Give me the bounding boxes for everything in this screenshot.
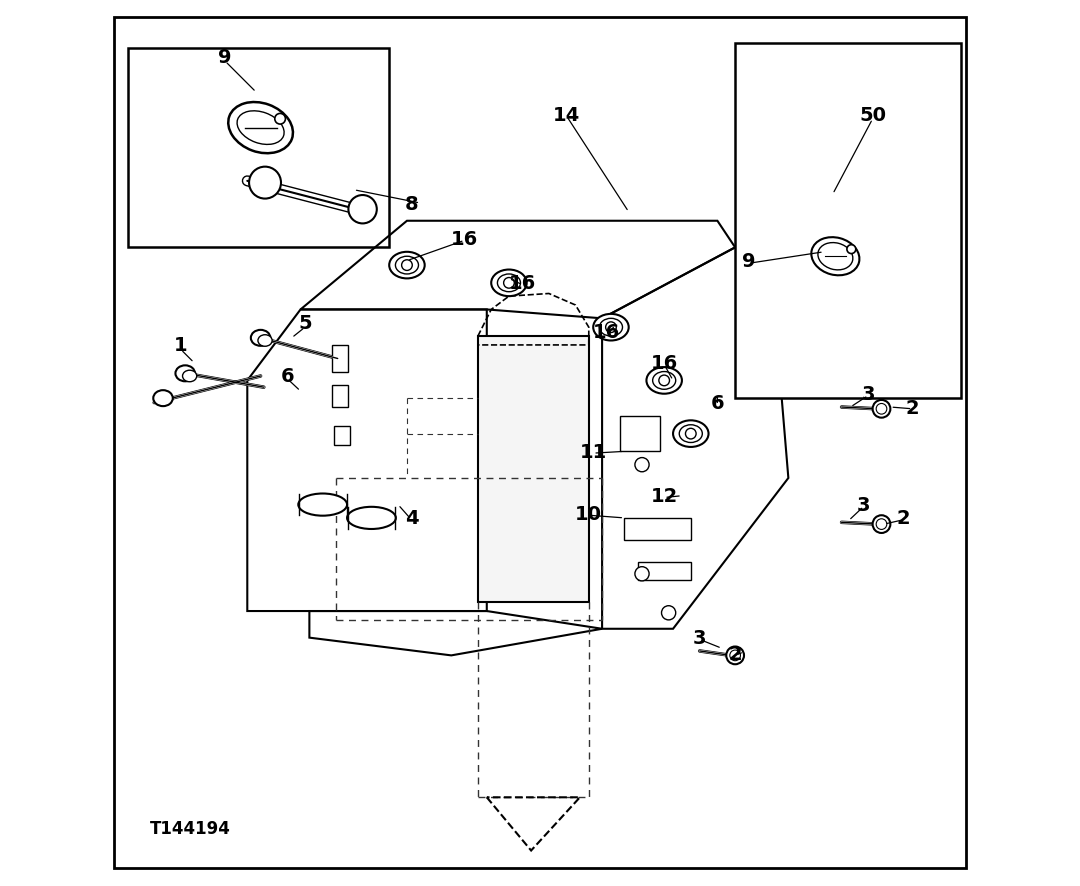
Bar <box>637 563 691 580</box>
Circle shape <box>873 516 890 533</box>
Ellipse shape <box>153 391 173 407</box>
Bar <box>735 44 961 399</box>
Bar <box>332 385 348 408</box>
Circle shape <box>606 323 617 333</box>
Text: 8: 8 <box>405 194 418 214</box>
Ellipse shape <box>175 366 195 382</box>
Text: 2: 2 <box>906 398 919 417</box>
Ellipse shape <box>647 368 681 394</box>
Circle shape <box>503 278 514 289</box>
Text: 2: 2 <box>728 644 742 664</box>
Bar <box>620 416 660 452</box>
Text: 10: 10 <box>576 504 603 524</box>
Text: 16: 16 <box>593 323 620 342</box>
Ellipse shape <box>389 253 424 279</box>
Text: 1: 1 <box>174 336 188 355</box>
Bar <box>624 518 691 540</box>
Text: 16: 16 <box>451 229 478 249</box>
Circle shape <box>249 167 281 199</box>
Ellipse shape <box>228 103 293 154</box>
Circle shape <box>635 458 649 472</box>
Circle shape <box>402 260 413 271</box>
Text: 50: 50 <box>859 105 886 125</box>
Circle shape <box>686 429 697 439</box>
Circle shape <box>876 404 887 415</box>
Ellipse shape <box>258 336 272 347</box>
Ellipse shape <box>498 275 521 292</box>
Bar <box>127 49 389 248</box>
Circle shape <box>876 519 887 530</box>
Ellipse shape <box>395 257 418 275</box>
Text: 11: 11 <box>580 442 607 462</box>
Text: 3: 3 <box>858 495 870 515</box>
Circle shape <box>349 196 377 224</box>
Circle shape <box>274 114 285 125</box>
Circle shape <box>730 650 741 661</box>
Text: 9: 9 <box>742 252 755 271</box>
Ellipse shape <box>183 371 197 383</box>
Circle shape <box>847 245 855 254</box>
Ellipse shape <box>818 244 853 270</box>
Text: T144194: T144194 <box>150 820 231 837</box>
Text: 5: 5 <box>298 314 312 333</box>
Ellipse shape <box>298 494 347 516</box>
Text: 6: 6 <box>281 367 294 386</box>
Circle shape <box>726 647 744 664</box>
Ellipse shape <box>347 507 396 530</box>
Ellipse shape <box>673 421 708 447</box>
Text: 4: 4 <box>405 509 418 528</box>
Text: 2: 2 <box>896 509 910 528</box>
Text: 14: 14 <box>553 105 580 125</box>
Ellipse shape <box>491 270 527 297</box>
Text: 12: 12 <box>650 486 678 506</box>
Ellipse shape <box>599 319 622 337</box>
Bar <box>334 426 350 446</box>
Text: 3: 3 <box>693 628 706 648</box>
Ellipse shape <box>811 238 860 276</box>
Ellipse shape <box>593 315 629 341</box>
Text: 3: 3 <box>862 385 875 404</box>
Bar <box>478 337 589 602</box>
Text: 16: 16 <box>509 274 536 293</box>
Circle shape <box>873 400 890 418</box>
Ellipse shape <box>251 330 270 346</box>
Text: 6: 6 <box>711 393 725 413</box>
Ellipse shape <box>238 112 284 145</box>
Ellipse shape <box>652 372 676 390</box>
Text: 9: 9 <box>218 48 232 67</box>
Circle shape <box>662 606 676 620</box>
Bar <box>332 346 348 372</box>
Text: 16: 16 <box>650 354 678 373</box>
Circle shape <box>659 376 670 386</box>
Ellipse shape <box>679 425 702 443</box>
Circle shape <box>635 567 649 581</box>
